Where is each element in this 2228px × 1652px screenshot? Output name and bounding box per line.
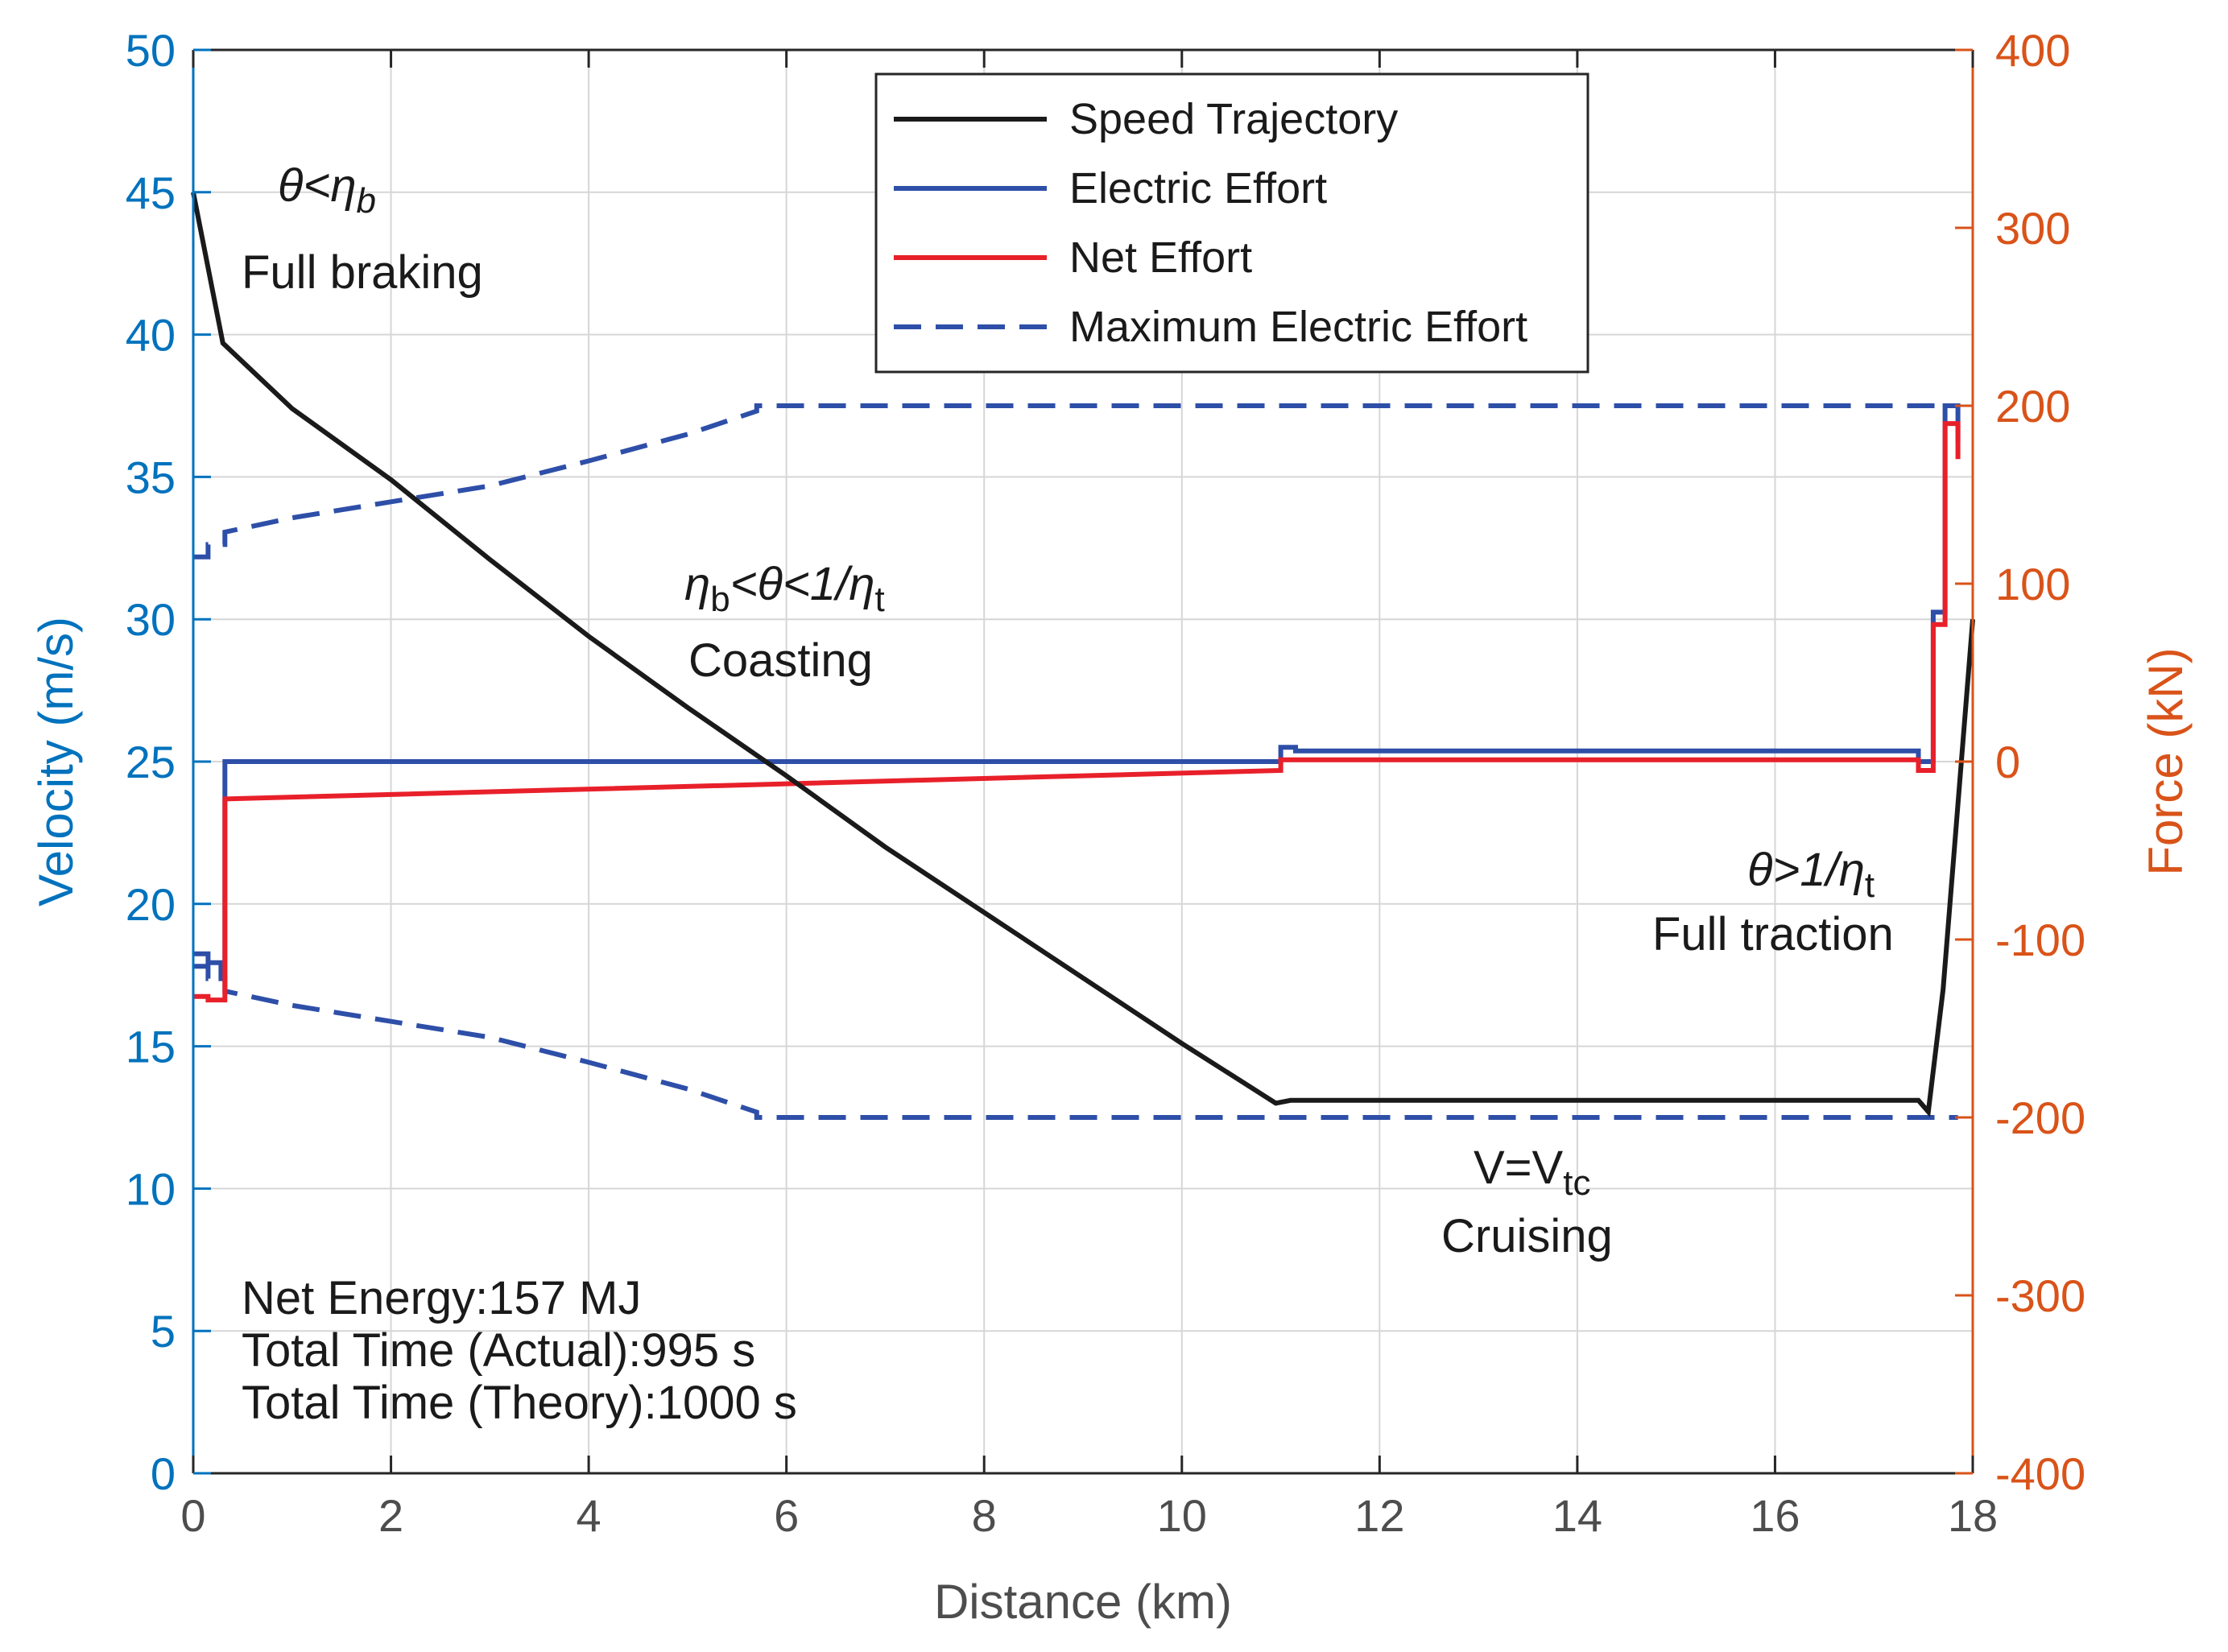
x-axis-title: Distance (km)	[934, 1575, 1232, 1629]
y-left-tick-label: 5	[151, 1306, 176, 1357]
svg-text:θ<ηb: θ<ηb	[278, 159, 376, 221]
x-tick-label: 12	[1354, 1490, 1404, 1541]
series-line-maximum-electric-effort	[193, 403, 1958, 560]
annotation-condition: θ<η	[278, 159, 357, 212]
annotation-condition: θ>1/η	[1747, 844, 1865, 896]
y-right-tick-label: 200	[1995, 381, 2070, 432]
legend-entry-speed-trajectory: Speed Trajectory	[894, 95, 1398, 143]
legend-label: Maximum Electric Effort	[1069, 303, 1527, 351]
annotation-subscript: t	[1865, 865, 1875, 905]
annotation-subscript: tc	[1563, 1163, 1590, 1203]
y-right-tick-label: 100	[1995, 559, 2070, 609]
x-tick-label: 18	[1948, 1490, 1998, 1541]
series-layer	[191, 192, 1975, 1120]
x-tick-label: 6	[774, 1490, 799, 1541]
axes-layer: 0 2 4 6 8 10 12 14 16 18 0 5 10 15 20 25 30 35 40 45 50 -400 -…	[126, 25, 2085, 1541]
energy-summary: Net Energy:157 MJ Total Time (Actual):99…	[242, 1272, 797, 1429]
y-right-tick-label: 0	[1995, 737, 2020, 787]
series-line-net-effort	[193, 421, 1961, 1003]
svg-text:θ>1/ηt: θ>1/ηt	[1747, 844, 1875, 905]
annotation-condition: V=V	[1474, 1142, 1564, 1194]
y-left-tick-label: 50	[126, 25, 176, 76]
legend-label: Net Effort	[1069, 233, 1252, 282]
svg-text:V=Vtc: V=Vtc	[1474, 1142, 1590, 1203]
annotation-full-braking: θ<ηb Full braking	[242, 159, 483, 299]
x-tick-label: 14	[1552, 1490, 1602, 1541]
svg-text:ηb<θ<1/ηt: ηb<θ<1/ηt	[684, 558, 885, 619]
y-axis-right-title: Force (kN)	[2139, 647, 2193, 875]
y-right-tick-label: -100	[1995, 915, 2085, 965]
x-tick-label: 2	[378, 1490, 403, 1541]
legend-entry-max-electric-effort: Maximum Electric Effort	[894, 303, 1527, 351]
y-left-tick-label: 25	[126, 737, 176, 787]
y-left-tick-label: 30	[126, 594, 176, 645]
annotation-subscript: b	[710, 580, 730, 619]
info-net-energy: Net Energy:157 MJ	[242, 1272, 641, 1324]
annotation-subscript: t	[874, 580, 884, 619]
y-left-tick-label: 45	[126, 167, 176, 218]
legend-label: Electric Effort	[1069, 164, 1327, 213]
annotation-condition: η	[684, 558, 710, 610]
y-left-tick-label: 35	[126, 452, 176, 502]
annotation-condition: <θ<1/η	[730, 558, 875, 610]
y-left-tick-label: 15	[126, 1022, 176, 1072]
y-right-tick-label: -300	[1995, 1270, 2085, 1321]
x-tick-label: 4	[577, 1490, 601, 1541]
info-total-time-actual: Total Time (Actual):995 s	[242, 1324, 755, 1377]
x-tick-label: 8	[972, 1490, 997, 1541]
y-right-tick-label: 400	[1995, 25, 2070, 76]
x-tick-label: 16	[1750, 1490, 1800, 1541]
info-total-time-theory: Total Time (Theory):1000 s	[242, 1377, 797, 1429]
y-left-tick-label: 10	[126, 1163, 176, 1214]
annotation-subscript: b	[357, 181, 376, 221]
legend-entry-electric-effort: Electric Effort	[894, 164, 1327, 213]
annotation-label: Cruising	[1441, 1210, 1613, 1262]
series-line-speed-trajectory	[191, 192, 1975, 1117]
annotation-full-traction: θ>1/ηt Full traction	[1652, 844, 1894, 960]
series-line-maximum-electric-effort-lower	[193, 964, 1958, 1120]
y-right-tick-label: -200	[1995, 1092, 2085, 1143]
annotation-cruising: V=Vtc Cruising	[1441, 1142, 1613, 1262]
x-tick-label: 0	[180, 1490, 205, 1541]
y-right-tick-label: 300	[1995, 203, 2070, 254]
y-left-tick-label: 20	[126, 879, 176, 930]
y-axis-left-title: Velocity (m/s)	[29, 617, 83, 907]
legend: Speed Trajectory Electric Effort Net Eff…	[874, 72, 1589, 374]
y-left-tick-label: 40	[126, 310, 176, 361]
legend-label: Speed Trajectory	[1069, 95, 1398, 143]
legend-box	[874, 72, 1589, 374]
annotation-label: Full braking	[242, 246, 483, 299]
legend-entry-net-effort: Net Effort	[894, 233, 1252, 282]
x-tick-label: 10	[1157, 1490, 1207, 1541]
annotation-label: Full traction	[1652, 908, 1894, 960]
y-right-tick-label: -400	[1995, 1448, 2085, 1499]
annotation-label: Coasting	[688, 634, 873, 687]
annotation-coasting: ηb<θ<1/ηt Coasting	[684, 558, 885, 687]
y-left-tick-label: 0	[151, 1448, 176, 1499]
